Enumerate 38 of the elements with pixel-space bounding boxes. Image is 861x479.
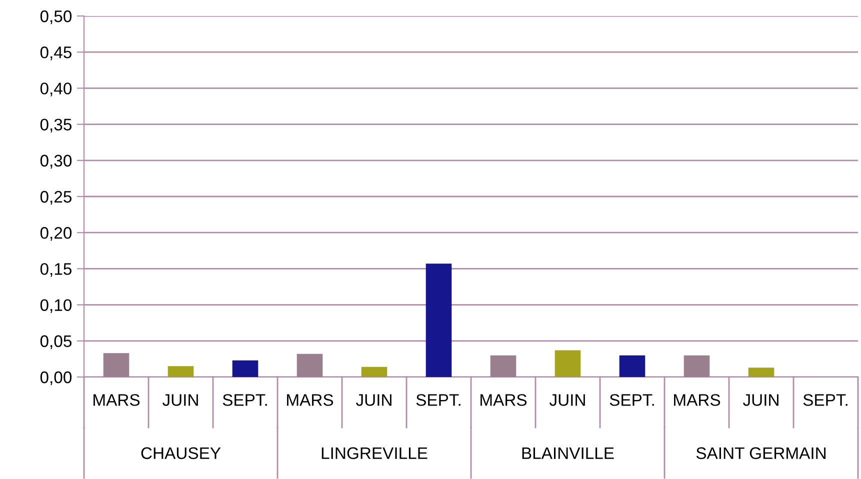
y-tick-label: 0,50 bbox=[40, 10, 72, 24]
x-tick-label: SEPT. bbox=[610, 394, 654, 406]
bar bbox=[361, 366, 388, 377]
y-tick-label: 0,10 bbox=[40, 299, 72, 313]
x-tick-label: SEPT. bbox=[416, 394, 460, 406]
bar bbox=[619, 355, 646, 377]
x-tick-label: JUIN bbox=[356, 394, 392, 406]
x-tick-label: MARS bbox=[480, 394, 527, 406]
y-tick-label: 0,15 bbox=[40, 263, 72, 277]
y-tick-label: 0,45 bbox=[40, 46, 72, 60]
y-tick-label: 0,35 bbox=[40, 118, 72, 132]
bar bbox=[554, 350, 581, 377]
text: BLAINVILLE bbox=[522, 447, 614, 459]
bar bbox=[426, 264, 452, 377]
y-tick-label: 0,05 bbox=[40, 335, 72, 350]
bar bbox=[748, 368, 774, 377]
x-tick-label: MARS bbox=[287, 394, 334, 406]
x-tick-label: MARS bbox=[94, 394, 140, 406]
text: SAINT GERMAIN bbox=[696, 447, 826, 460]
x-tick-label: JUIN bbox=[162, 394, 198, 406]
text: CHAUSEY bbox=[141, 447, 221, 460]
bar bbox=[168, 366, 194, 377]
bar bbox=[490, 355, 516, 377]
x-tick-label: JUIN bbox=[742, 394, 778, 406]
x-tick-label: JUIN bbox=[549, 394, 585, 406]
y-tick-label: 0,25 bbox=[40, 190, 72, 205]
x-tick-label: SEPT. bbox=[803, 394, 848, 406]
x-tick-label: MARS bbox=[674, 394, 720, 406]
x-tick-label: SEPT. bbox=[222, 394, 267, 406]
bar bbox=[684, 355, 710, 377]
y-tick-label: 0,30 bbox=[40, 154, 72, 169]
y-tick-label: 0,00 bbox=[40, 371, 72, 386]
bar bbox=[232, 360, 258, 377]
text: LINGREVILLE bbox=[322, 447, 428, 460]
bar bbox=[103, 353, 130, 377]
y-tick-label: 0,40 bbox=[40, 82, 72, 96]
bar bbox=[296, 354, 323, 377]
y-tick-label: 0,20 bbox=[40, 227, 72, 241]
